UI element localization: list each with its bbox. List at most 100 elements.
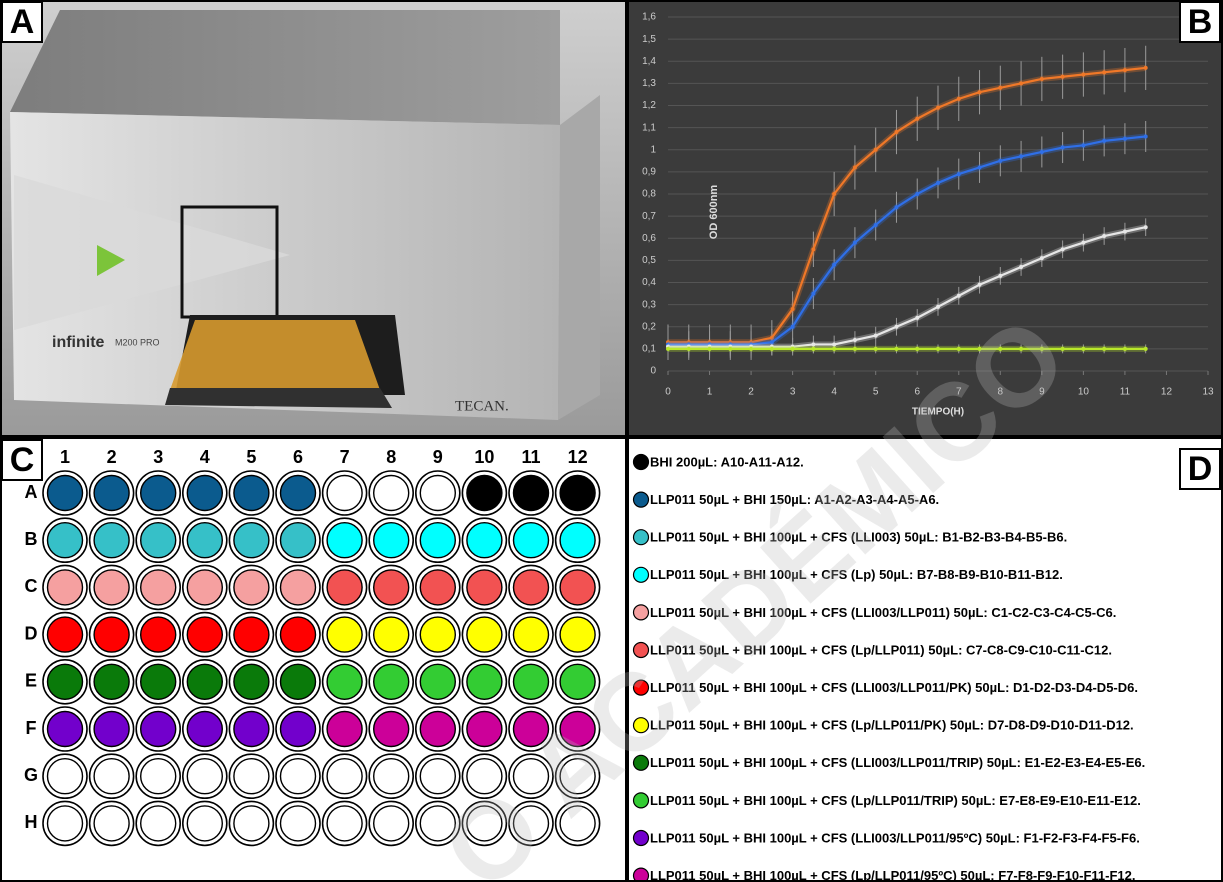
data-point (1123, 137, 1127, 141)
well (187, 476, 222, 511)
well (514, 523, 549, 558)
well (560, 476, 595, 511)
well (560, 570, 595, 605)
column-label: 10 (474, 447, 494, 467)
data-point (1040, 256, 1044, 260)
y-tick-label: 0,2 (642, 321, 656, 332)
data-point (936, 347, 940, 351)
well (234, 617, 269, 652)
data-point (853, 241, 857, 245)
y-tick-label: 0,3 (642, 299, 656, 310)
legend-swatch (634, 492, 649, 507)
well (234, 664, 269, 699)
data-point (1019, 265, 1023, 269)
well (94, 712, 129, 747)
well (327, 759, 362, 794)
well (374, 664, 409, 699)
well (48, 617, 83, 652)
well (48, 712, 83, 747)
legend-text: LLP011 50µL + BHI 100µL + CFS (LLI003/LL… (650, 755, 1145, 770)
well (560, 523, 595, 558)
well (374, 523, 409, 558)
well (281, 712, 316, 747)
well (420, 523, 455, 558)
well (187, 712, 222, 747)
y-tick-label: 0,1 (642, 344, 656, 355)
well (467, 712, 502, 747)
data-point (1102, 347, 1106, 351)
x-tick-label: 12 (1161, 387, 1173, 398)
data-point (894, 130, 898, 134)
well (514, 664, 549, 699)
data-point (1081, 241, 1085, 245)
well (187, 617, 222, 652)
data-point (1144, 347, 1148, 351)
data-point (811, 247, 815, 251)
data-point (1123, 230, 1127, 234)
data-point (1123, 68, 1127, 72)
data-point (936, 106, 940, 110)
x-tick-label: 2 (748, 387, 754, 398)
well (234, 523, 269, 558)
data-point (1081, 73, 1085, 77)
y-tick-label: 0,7 (642, 211, 656, 222)
data-point (770, 340, 774, 344)
row-label: D (25, 623, 38, 643)
well (141, 570, 176, 605)
column-label: 2 (107, 447, 117, 467)
column-label: 7 (340, 447, 350, 467)
panel-label: D (1188, 450, 1213, 488)
legend-text: LLP011 50µL + BHI 100µL + CFS (Lp/LLP011… (650, 868, 1136, 882)
data-point (1081, 347, 1085, 351)
legend-text: BHI 200µL: A10-A11-A12. (650, 454, 804, 469)
well (141, 523, 176, 558)
well (234, 570, 269, 605)
well (141, 712, 176, 747)
data-point (791, 307, 795, 311)
data-point (832, 192, 836, 196)
well (374, 806, 409, 841)
data-point (915, 117, 919, 121)
data-point (998, 159, 1002, 163)
maker: TECAN. (455, 398, 509, 414)
column-label: 8 (386, 447, 396, 467)
page: infinite M200 PRO TECAN. 00,10,20,30,40,… (0, 0, 1223, 882)
well (467, 617, 502, 652)
column-label: 6 (293, 447, 303, 467)
well (48, 664, 83, 699)
legend-text: LLP011 50µL + BHI 100µL + CFS (Lp/LLP011… (650, 793, 1141, 808)
column-label: 9 (433, 447, 443, 467)
y-tick-label: 0,5 (642, 255, 656, 266)
well (281, 664, 316, 699)
row-label: F (26, 718, 37, 738)
well (94, 570, 129, 605)
data-point (749, 347, 753, 351)
data-point (1040, 77, 1044, 81)
well (374, 712, 409, 747)
well (374, 617, 409, 652)
data-point (1123, 347, 1127, 351)
well (514, 570, 549, 605)
y-tick-label: 1,1 (642, 122, 656, 133)
tray (165, 388, 392, 408)
column-label: 12 (568, 447, 588, 467)
row-label: C (25, 576, 38, 596)
data-point (978, 283, 982, 287)
data-point (874, 347, 878, 351)
data-point (915, 192, 919, 196)
well (420, 476, 455, 511)
y-tick-label: 1 (650, 144, 656, 155)
well (141, 664, 176, 699)
well (234, 806, 269, 841)
y-tick-label: 0,8 (642, 189, 656, 200)
column-label: 3 (153, 447, 163, 467)
well (187, 523, 222, 558)
well (187, 664, 222, 699)
legend-text: LLP011 50µL + BHI 100µL + CFS (LLI003/LL… (650, 830, 1140, 845)
data-point (666, 347, 670, 351)
data-point (1144, 66, 1148, 70)
well (141, 806, 176, 841)
well (281, 570, 316, 605)
well (420, 712, 455, 747)
well (467, 664, 502, 699)
